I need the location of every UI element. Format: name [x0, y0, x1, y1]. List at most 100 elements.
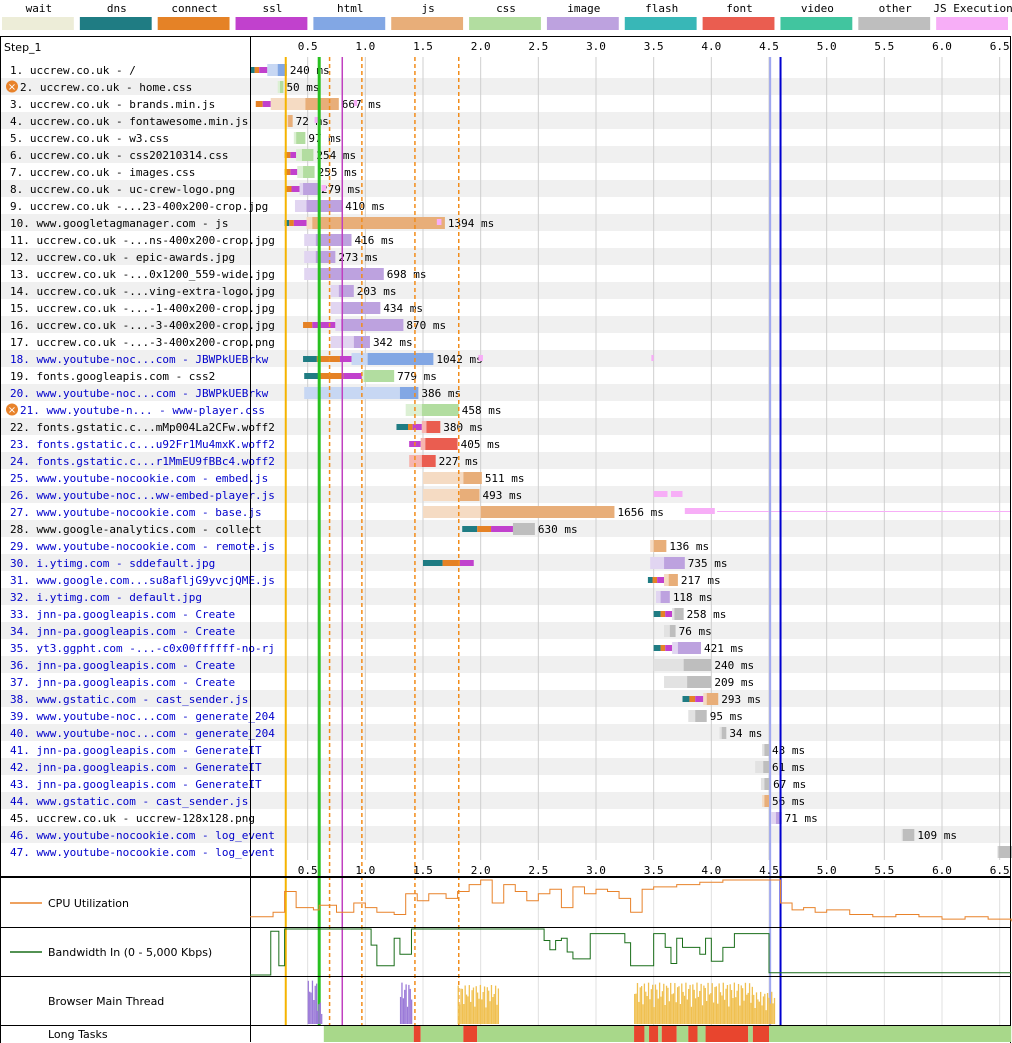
cpu-label: CPU Utilization	[48, 897, 129, 910]
request-label: 37. jnn-pa.googleapis.com - Create	[10, 676, 235, 689]
x-tick-label: 1.5	[413, 40, 433, 53]
x-tick-label: 3.0	[586, 40, 606, 53]
x-tick-label: 6.5	[990, 864, 1010, 877]
main-thread-bar	[643, 983, 646, 1024]
main-thread-bar	[485, 1007, 487, 1024]
bar-dns	[462, 526, 478, 532]
bar-ttfb	[423, 506, 481, 518]
main-thread-bar	[696, 982, 698, 1024]
main-thread-bar	[660, 996, 662, 1024]
main-thread-bar	[765, 1010, 767, 1024]
long-task-segment	[676, 1026, 689, 1042]
bar-download	[303, 166, 315, 178]
main-thread-bar	[726, 985, 729, 1024]
main-thread-bar	[685, 982, 687, 1024]
legend-swatch	[858, 17, 931, 30]
bar-download	[367, 353, 434, 365]
js-execution-mark	[684, 508, 715, 514]
bar-ttfb	[306, 217, 313, 229]
bar-ttfb	[296, 149, 302, 161]
main-thread-bar	[667, 987, 669, 1024]
main-thread-bar	[399, 996, 402, 1024]
main-thread-bar	[483, 986, 486, 1024]
grid-lines	[307, 57, 1001, 1025]
request-duration: 493 ms	[483, 489, 523, 502]
row-stripe	[1, 656, 1010, 673]
main-thread-bar	[458, 1004, 461, 1024]
bar-ttfb	[719, 727, 722, 739]
request-duration: 1042 ms	[436, 353, 482, 366]
request-duration: 421 ms	[704, 642, 744, 655]
legend-label: font	[726, 2, 753, 15]
bar-download	[664, 557, 685, 569]
main-thread-bar	[489, 1001, 491, 1024]
bar-ttfb	[762, 744, 765, 756]
main-thread-bar	[409, 988, 411, 1024]
bar-ttfb	[335, 319, 342, 331]
bar-download	[459, 489, 480, 501]
main-thread-bar	[488, 990, 490, 1024]
long-task-segment	[634, 1026, 645, 1042]
main-thread-bar	[715, 986, 718, 1024]
x-tick-label: 5.5	[874, 864, 894, 877]
main-thread-bar	[404, 989, 406, 1024]
bar-ssl	[291, 186, 300, 192]
main-thread-bar	[472, 987, 475, 1024]
legend-label: wait	[26, 2, 53, 15]
bar-ttfb	[650, 557, 665, 569]
bar-dns	[653, 611, 661, 617]
main-thread-bar	[701, 1005, 704, 1024]
main-thread-bar	[718, 983, 720, 1024]
row-stripe	[1, 146, 1010, 163]
row-stripe	[1, 112, 1010, 129]
request-label: 6. uccrew.co.uk - css20210314.css	[10, 149, 229, 162]
request-label: 45. uccrew.co.uk - uccrew-128x128.png	[10, 812, 255, 825]
bar-ssl	[657, 577, 665, 583]
bar-connect	[442, 560, 460, 566]
main-thread-bar	[737, 983, 740, 1024]
cpu-line	[250, 879, 1012, 922]
main-thread-bar	[761, 1005, 763, 1024]
main-thread-bar	[678, 986, 680, 1024]
row-stripe	[1, 384, 1010, 401]
bar-connect	[284, 152, 291, 158]
main-thread-bar	[313, 1000, 315, 1024]
main-thread-bar	[757, 999, 759, 1024]
main-thread-bar	[461, 988, 464, 1024]
main-thread-bar	[755, 992, 758, 1024]
x-tick-label: 4.0	[701, 864, 721, 877]
bar-connect	[285, 186, 292, 192]
main-thread-bar	[307, 980, 309, 1024]
main-thread-bar	[664, 1004, 666, 1024]
bar-download	[998, 846, 1012, 858]
main-thread-activity	[307, 980, 776, 1024]
request-duration: 279 ms	[321, 183, 361, 196]
bar-ssl	[339, 356, 352, 362]
main-thread-bar	[742, 988, 744, 1024]
bar-download	[463, 472, 482, 484]
bar-ssl	[262, 101, 271, 107]
main-thread-bar	[654, 984, 657, 1024]
js-execution-mark	[670, 491, 683, 497]
legend-swatch	[2, 17, 74, 30]
row-stripe	[1, 622, 1010, 639]
row-stripe	[1, 214, 1010, 231]
legend-swatch	[391, 17, 464, 30]
main-thread-bar	[699, 990, 701, 1024]
bar-download	[677, 642, 701, 654]
main-thread-bar	[706, 1000, 708, 1024]
bar-download	[669, 625, 676, 637]
main-thread-bar	[675, 1002, 677, 1024]
request-duration: 386 ms	[421, 387, 461, 400]
main-thread-bar	[476, 992, 479, 1024]
request-label: 42. jnn-pa.googleapis.com - GenerateIT	[10, 761, 262, 774]
bandwidth-label: Bandwidth In (0 - 5,000 Kbps)	[48, 946, 212, 959]
long-task-segment	[697, 1026, 706, 1042]
x-tick-label: 4.0	[701, 40, 721, 53]
bar-download	[775, 812, 782, 824]
row-stripe	[1, 486, 1010, 503]
main-thread-bar	[309, 991, 311, 1024]
main-thread-bar	[497, 988, 500, 1024]
bar-ttfb	[330, 302, 343, 314]
request-label: 8. uccrew.co.uk - uc-crew-logo.png	[10, 183, 235, 196]
